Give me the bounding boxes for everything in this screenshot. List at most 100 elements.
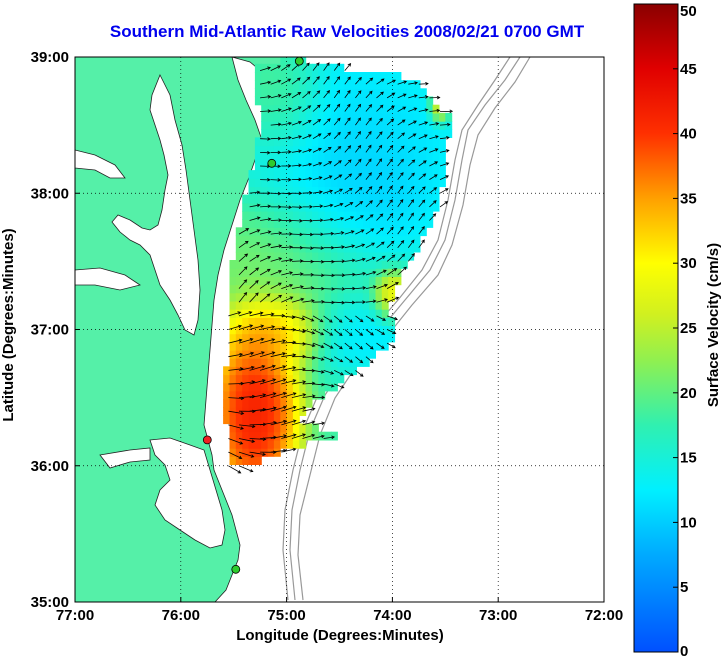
velocity-vector — [376, 213, 384, 221]
velocity-cell — [273, 178, 281, 188]
velocity-cell — [273, 325, 281, 335]
velocity-cell — [318, 121, 326, 130]
velocity-cell — [356, 219, 364, 228]
velocity-cell — [388, 178, 396, 188]
velocity-cell — [337, 358, 345, 367]
velocity-cell — [388, 80, 396, 89]
velocity-cell — [273, 423, 281, 433]
velocity-cell — [267, 178, 275, 188]
velocity-cell — [356, 309, 364, 318]
radar-station-marker — [267, 158, 277, 168]
velocity-cell — [305, 260, 313, 269]
velocity-cell — [235, 243, 243, 253]
velocity-cell — [242, 227, 250, 237]
velocity-cell — [254, 153, 262, 163]
velocity-vector — [249, 379, 266, 385]
velocity-vector — [312, 370, 325, 374]
velocity-vector — [429, 187, 438, 194]
velocity-cell — [305, 276, 313, 286]
velocity-vector — [397, 212, 404, 221]
velocity-vector — [259, 66, 272, 71]
velocity-cell — [267, 260, 275, 269]
velocity-vector — [355, 315, 364, 323]
velocity-cell — [369, 112, 376, 122]
velocity-cell — [343, 194, 351, 204]
velocity-vector — [408, 133, 417, 140]
velocity-cell — [292, 63, 300, 73]
velocity-cell — [337, 235, 345, 245]
velocity-cell — [299, 88, 307, 98]
velocity-cell — [419, 186, 427, 196]
velocity-vector — [429, 122, 440, 126]
velocity-cell — [229, 341, 237, 351]
velocity-vector — [291, 393, 307, 398]
velocity-cell — [324, 341, 332, 351]
velocity-cell — [343, 300, 351, 310]
velocity-cell — [337, 300, 345, 310]
velocity-cell — [286, 300, 294, 310]
velocity-vector — [259, 338, 276, 344]
velocity-vector — [291, 419, 307, 426]
velocity-vector — [365, 186, 373, 194]
velocity-cell — [324, 104, 332, 114]
velocity-cell — [299, 333, 307, 343]
velocity-cell — [337, 72, 345, 81]
velocity-vector — [238, 365, 255, 371]
velocity-cell — [375, 333, 383, 343]
velocity-cell — [350, 243, 357, 253]
velocity-cell — [381, 219, 389, 228]
velocity-cell — [286, 399, 294, 408]
velocity-vector — [281, 191, 292, 196]
velocity-cell — [254, 211, 262, 220]
velocity-cell — [261, 211, 269, 220]
velocity-vector — [365, 117, 372, 126]
velocity-cell — [280, 145, 288, 155]
velocity-cell — [369, 251, 376, 261]
velocity-cell — [331, 227, 338, 237]
velocity-vector — [333, 174, 343, 180]
velocity-cell — [242, 260, 250, 269]
velocity-cell — [223, 415, 230, 425]
velocity-cell — [305, 317, 313, 326]
velocity-cell — [394, 178, 402, 188]
velocity-cell — [305, 137, 313, 147]
x-tick-label: 73:00 — [479, 607, 517, 624]
velocity-cell — [324, 72, 332, 81]
velocity-cell — [305, 341, 313, 351]
velocity-cell — [318, 186, 326, 196]
velocity-cell — [343, 219, 351, 228]
velocity-cell — [286, 137, 294, 147]
velocity-cell — [312, 211, 319, 220]
velocity-vector — [376, 269, 387, 276]
velocity-cell — [273, 170, 281, 179]
velocity-vector — [418, 239, 425, 248]
velocity-cell — [394, 137, 402, 147]
velocity-cell — [280, 137, 288, 147]
velocity-cell — [331, 63, 338, 73]
velocity-cell — [312, 112, 319, 122]
velocity-cell — [356, 235, 364, 245]
velocity-cell — [394, 194, 402, 204]
velocity-cell — [261, 276, 269, 286]
velocity-cell — [305, 227, 313, 237]
velocity-cell — [381, 227, 389, 237]
velocity-cell — [229, 366, 237, 376]
velocity-cell — [248, 366, 256, 376]
velocity-cell — [337, 219, 345, 228]
velocity-vector — [365, 158, 372, 167]
colorbar-tick-label: 5 — [680, 579, 688, 596]
velocity-cell — [261, 366, 269, 376]
velocity-vector — [439, 162, 450, 167]
velocity-cell — [292, 407, 300, 416]
velocity-cell — [261, 423, 269, 433]
velocity-cell — [362, 309, 370, 318]
velocity-vector — [291, 272, 304, 276]
velocity-cell — [286, 194, 294, 204]
velocity-cell — [261, 349, 269, 359]
velocity-cell — [407, 194, 415, 204]
velocity-cell — [248, 415, 256, 425]
y-axis-label: Latitude (Degrees:Minutes) — [0, 228, 17, 421]
velocity-cell — [369, 121, 376, 130]
velocity-vector — [429, 148, 439, 153]
